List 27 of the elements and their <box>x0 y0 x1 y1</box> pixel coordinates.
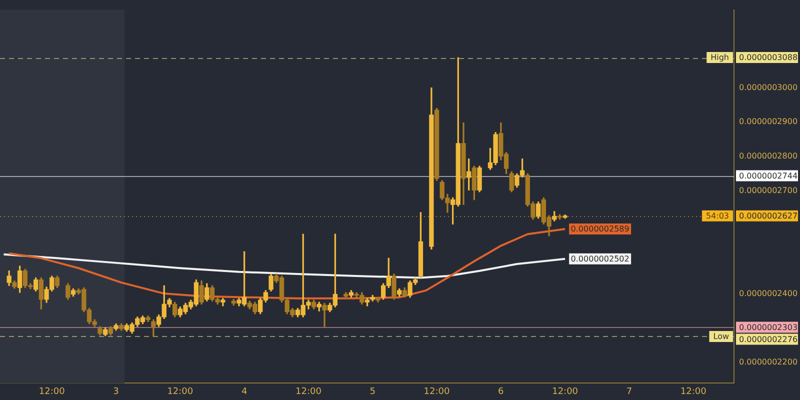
x-tick-label: 4 <box>241 386 248 397</box>
ref-line-label: 0.0000002276 <box>739 334 798 344</box>
x-tick-label: 6 <box>498 386 504 397</box>
x-tick-label: 5 <box>370 386 376 397</box>
y-tick-label: 0.0000002400 <box>739 288 798 298</box>
y-tick-label: 0.0000003000 <box>739 82 798 92</box>
annotation: High <box>710 53 729 62</box>
x-tick-label: 7 <box>626 386 632 397</box>
ref-line-label: 0.0000002303 <box>739 322 798 332</box>
ref-line-label: 0.0000003088 <box>739 53 798 62</box>
y-tick-label: 0.0000002800 <box>739 152 798 161</box>
annotation: Low <box>713 332 730 342</box>
y-tick-label: 0.0000002700 <box>739 186 798 195</box>
ref-line-label: 0.0000002627 <box>739 211 798 220</box>
y-tick-label: 0.0000002900 <box>739 117 798 126</box>
annotation: 54:03 <box>706 211 730 220</box>
x-tick-label: 12:00 <box>38 386 66 397</box>
x-tick-label: 3 <box>113 386 119 397</box>
y-tick-label: 0.0000002200 <box>739 358 798 367</box>
data-label: 0.0000002502 <box>570 254 630 264</box>
data-label: 0.0000002589 <box>570 224 630 234</box>
ref-line-label: 0.0000002744 <box>739 171 798 180</box>
x-tick-label: 12:00 <box>167 386 194 397</box>
x-tick-label: 12:00 <box>295 386 322 397</box>
x-tick-label: 12:00 <box>680 386 707 397</box>
x-tick-label: 12:00 <box>552 386 578 397</box>
x-tick-label: 12:00 <box>424 386 450 397</box>
